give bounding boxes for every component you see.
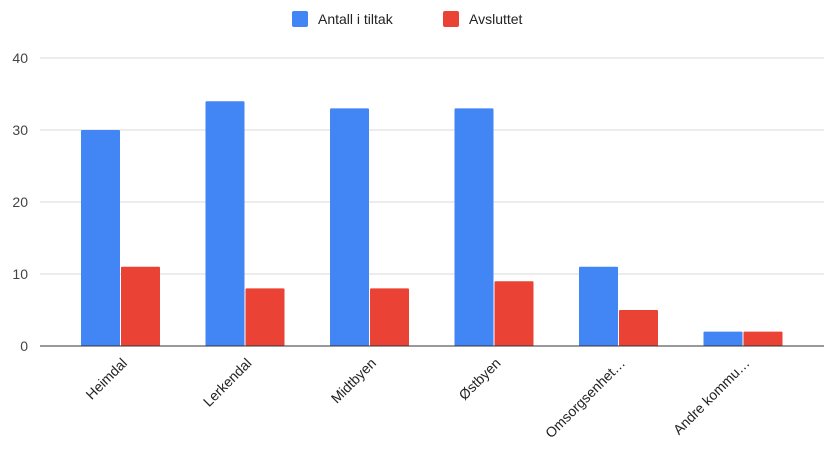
legend: Antall i tiltak Avsluttet: [292, 11, 523, 27]
bar-antall-5: [703, 331, 743, 346]
legend-swatch-1: [443, 11, 459, 27]
bar-antall-0: [81, 130, 120, 346]
x-tick-label-1: Lerkendal: [200, 355, 255, 410]
bar-avsluttet-4: [619, 310, 658, 346]
bars: [81, 101, 783, 347]
x-tick-label-3: Østbyen: [455, 355, 503, 403]
bar-avsluttet-3: [494, 281, 534, 346]
bar-antall-1: [205, 101, 245, 346]
y-tick-label-10: 10: [12, 266, 28, 282]
x-axis-labels: Heimdal Lerkendal Midtbyen Østbyen Omsorgsen…: [82, 355, 752, 441]
bar-avsluttet-0: [121, 266, 160, 346]
x-tick-label-2: Midtbyen: [328, 355, 379, 406]
x-tick-label-4: Omsorgsenhet…: [542, 355, 628, 441]
x-tick-label-5: Andre kommu…: [670, 355, 753, 438]
y-tick-label-40: 40: [12, 50, 28, 66]
bar-avsluttet-1: [245, 288, 285, 346]
y-axis-ticks: 0 10 20 30 40: [12, 50, 28, 354]
legend-swatch-0: [292, 11, 308, 27]
y-tick-label-20: 20: [12, 194, 28, 210]
y-tick-label-0: 0: [20, 338, 28, 354]
bar-avsluttet-5: [743, 331, 783, 346]
bar-avsluttet-2: [370, 288, 409, 346]
y-tick-label-30: 30: [12, 122, 28, 138]
bar-antall-3: [454, 108, 494, 347]
bar-antall-4: [579, 266, 618, 346]
x-tick-label-0: Heimdal: [82, 355, 130, 403]
legend-label-0: Antall i tiltak: [318, 11, 394, 27]
gridlines: [40, 57, 824, 275]
bar-antall-2: [330, 108, 369, 347]
legend-label-1: Avsluttet: [469, 11, 523, 27]
